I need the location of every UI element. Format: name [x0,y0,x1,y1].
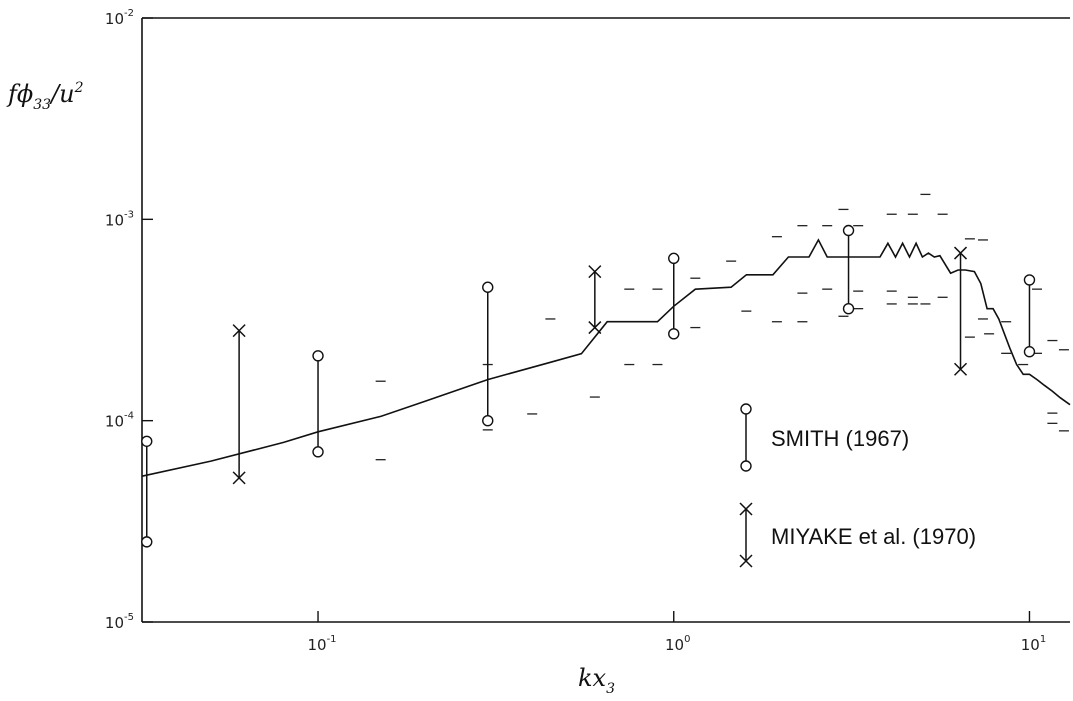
legend-item-miyake: MIYAKE et al. (1970) [739,502,976,568]
plot-frame [141,17,1070,623]
circle-marker-low [312,446,324,458]
circle-marker-low [141,536,153,548]
legend-miyake-x-top [739,502,753,516]
mean-spectrum-line [141,238,1071,477]
smith-range-bar [842,224,855,315]
miyake-range-bar [232,324,246,485]
circle-marker-high [1023,274,1036,286]
circle-marker-high [668,252,680,265]
legend: SMITH (1967) MIYAKE et al. (1970) [739,403,976,568]
x-tick-label-exp: -1 [327,634,337,645]
circle-marker-high [312,350,324,362]
x-marker-low [232,471,246,485]
circle-marker-low [1023,346,1036,358]
y-tick-label: 10-5 [105,612,134,632]
circle-marker-low [668,328,680,340]
range-bars [141,224,1036,548]
y-ticks: 10-510-410-310-2 [105,8,153,632]
y-tick-label: 10-3 [105,209,134,229]
circle-marker-low [842,302,855,315]
x-tick-label: 100 [665,634,690,654]
x-tick-label-exp: 1 [1040,634,1046,645]
smith-range-bar [312,350,324,458]
y-tick-label-base: 10 [105,10,124,28]
legend-miyake-label: MIYAKE et al. (1970) [771,524,976,549]
x-marker-high [588,265,602,279]
y-tick-label-base: 10 [105,614,124,632]
y-axis-label: fϕ33/u2 [6,80,84,113]
x-tick-label-base: 10 [665,636,684,654]
y-tick-label: 10-2 [105,8,134,28]
y-tick-label: 10-4 [105,411,134,431]
x-axis-label: kx3 [578,664,615,697]
y-tick-label-exp: -2 [124,8,134,19]
smith-range-bar [668,252,680,340]
y-tick-label-exp: -5 [124,612,134,623]
x-tick-label-base: 10 [307,636,326,654]
circle-marker-high [482,281,494,293]
x-marker-low [588,321,602,335]
x-tick-label: 10-1 [307,634,336,654]
smith-range-bar [482,281,494,427]
legend-smith-circle-top [740,403,752,415]
circle-marker-high [141,435,153,447]
legend-item-smith: SMITH (1967) [740,403,909,472]
legend-miyake-x-bottom [739,554,753,568]
x-tick-label: 101 [1021,634,1046,654]
x-ticks: 10-1 100 101 [307,611,1046,654]
y-tick-label-exp: -4 [124,411,134,422]
scatter-dashes [375,193,1069,461]
legend-smith-label: SMITH (1967) [771,426,909,451]
legend-smith-circle-bottom [740,460,752,472]
y-tick-label-base: 10 [105,413,124,431]
smith-range-bar [141,435,153,548]
smith-range-bar [1023,274,1036,358]
circle-marker-low [482,414,494,427]
miyake-range-bar [953,246,968,376]
x-marker-low [953,362,968,376]
x-tick-label-exp: 0 [684,634,690,645]
x-marker-high [232,324,246,338]
y-tick-label-base: 10 [105,211,124,229]
x-marker-high [953,246,968,260]
x-tick-label-base: 10 [1021,636,1040,654]
miyake-range-bar [588,265,602,335]
circle-marker-high [842,224,855,237]
y-tick-label-exp: -3 [124,209,134,220]
